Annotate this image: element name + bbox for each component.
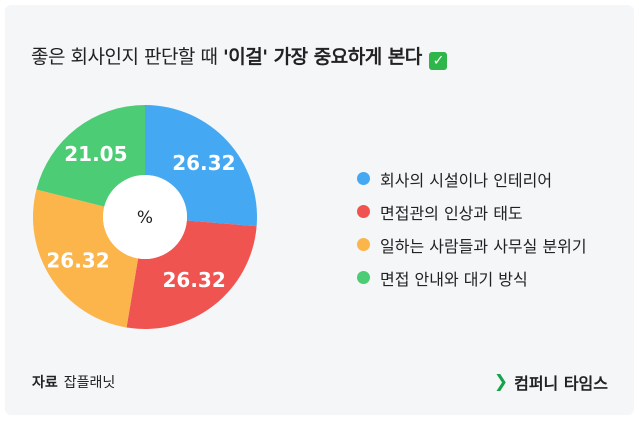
legend-swatch bbox=[357, 205, 370, 218]
pie-slice-2 bbox=[126, 220, 257, 329]
donut-hole bbox=[103, 175, 187, 259]
legend-label: 면접 안내와 대기 방식 bbox=[380, 269, 528, 289]
pie-slice-1 bbox=[145, 105, 257, 227]
source-note: 자료 잡플래닛 bbox=[32, 372, 115, 392]
center-unit-label: % bbox=[137, 208, 153, 228]
source-value: 잡플래닛 bbox=[63, 375, 116, 391]
slice-value-label-2: 26.32 bbox=[162, 268, 225, 292]
title-emphasis: '이걸' 가장 중요하게 본다 bbox=[222, 46, 422, 68]
legend-label: 면접관의 인상과 태도 bbox=[380, 203, 523, 223]
legend-item: 면접 안내와 대기 방식 bbox=[357, 261, 587, 294]
check-icon: ✓ bbox=[429, 52, 448, 70]
chart-card: 좋은 회사인지 판단할 때 '이걸' 가장 중요하게 본다 ✓ 26.32 26.… bbox=[5, 5, 634, 415]
legend-item: 일하는 사람들과 사무실 분위기 bbox=[357, 228, 587, 261]
title-prefix: 좋은 회사인지 판단할 때 bbox=[31, 46, 223, 68]
slice-value-label-4: 21.05 bbox=[64, 142, 127, 166]
brand-name: 컴퍼니 타임스 bbox=[514, 374, 608, 393]
legend-swatch bbox=[357, 271, 370, 284]
slice-value-label-3: 26.32 bbox=[46, 249, 109, 273]
source-label: 자료 bbox=[32, 375, 58, 391]
brand-logo: ❯ 컴퍼니 타임스 bbox=[494, 370, 608, 394]
pie-slice-3 bbox=[33, 189, 139, 328]
legend-item: 회사의 시설이나 인테리어 bbox=[357, 162, 587, 195]
legend-swatch bbox=[357, 238, 370, 251]
donut-chart: 26.32 26.32 26.32 21.05% bbox=[33, 105, 257, 329]
legend-swatch bbox=[357, 172, 370, 185]
legend-label: 일하는 사람들과 사무실 분위기 bbox=[380, 236, 587, 256]
legend-item: 면접관의 인상과 태도 bbox=[357, 195, 587, 228]
slice-value-label-1: 26.32 bbox=[172, 151, 235, 175]
legend-label: 회사의 시설이나 인테리어 bbox=[380, 170, 553, 190]
pie-slice-4 bbox=[36, 105, 145, 207]
chart-title: 좋은 회사인지 판단할 때 '이걸' 가장 중요하게 본다 ✓ bbox=[31, 42, 448, 70]
chevron-right-icon: ❯ bbox=[493, 372, 509, 392]
